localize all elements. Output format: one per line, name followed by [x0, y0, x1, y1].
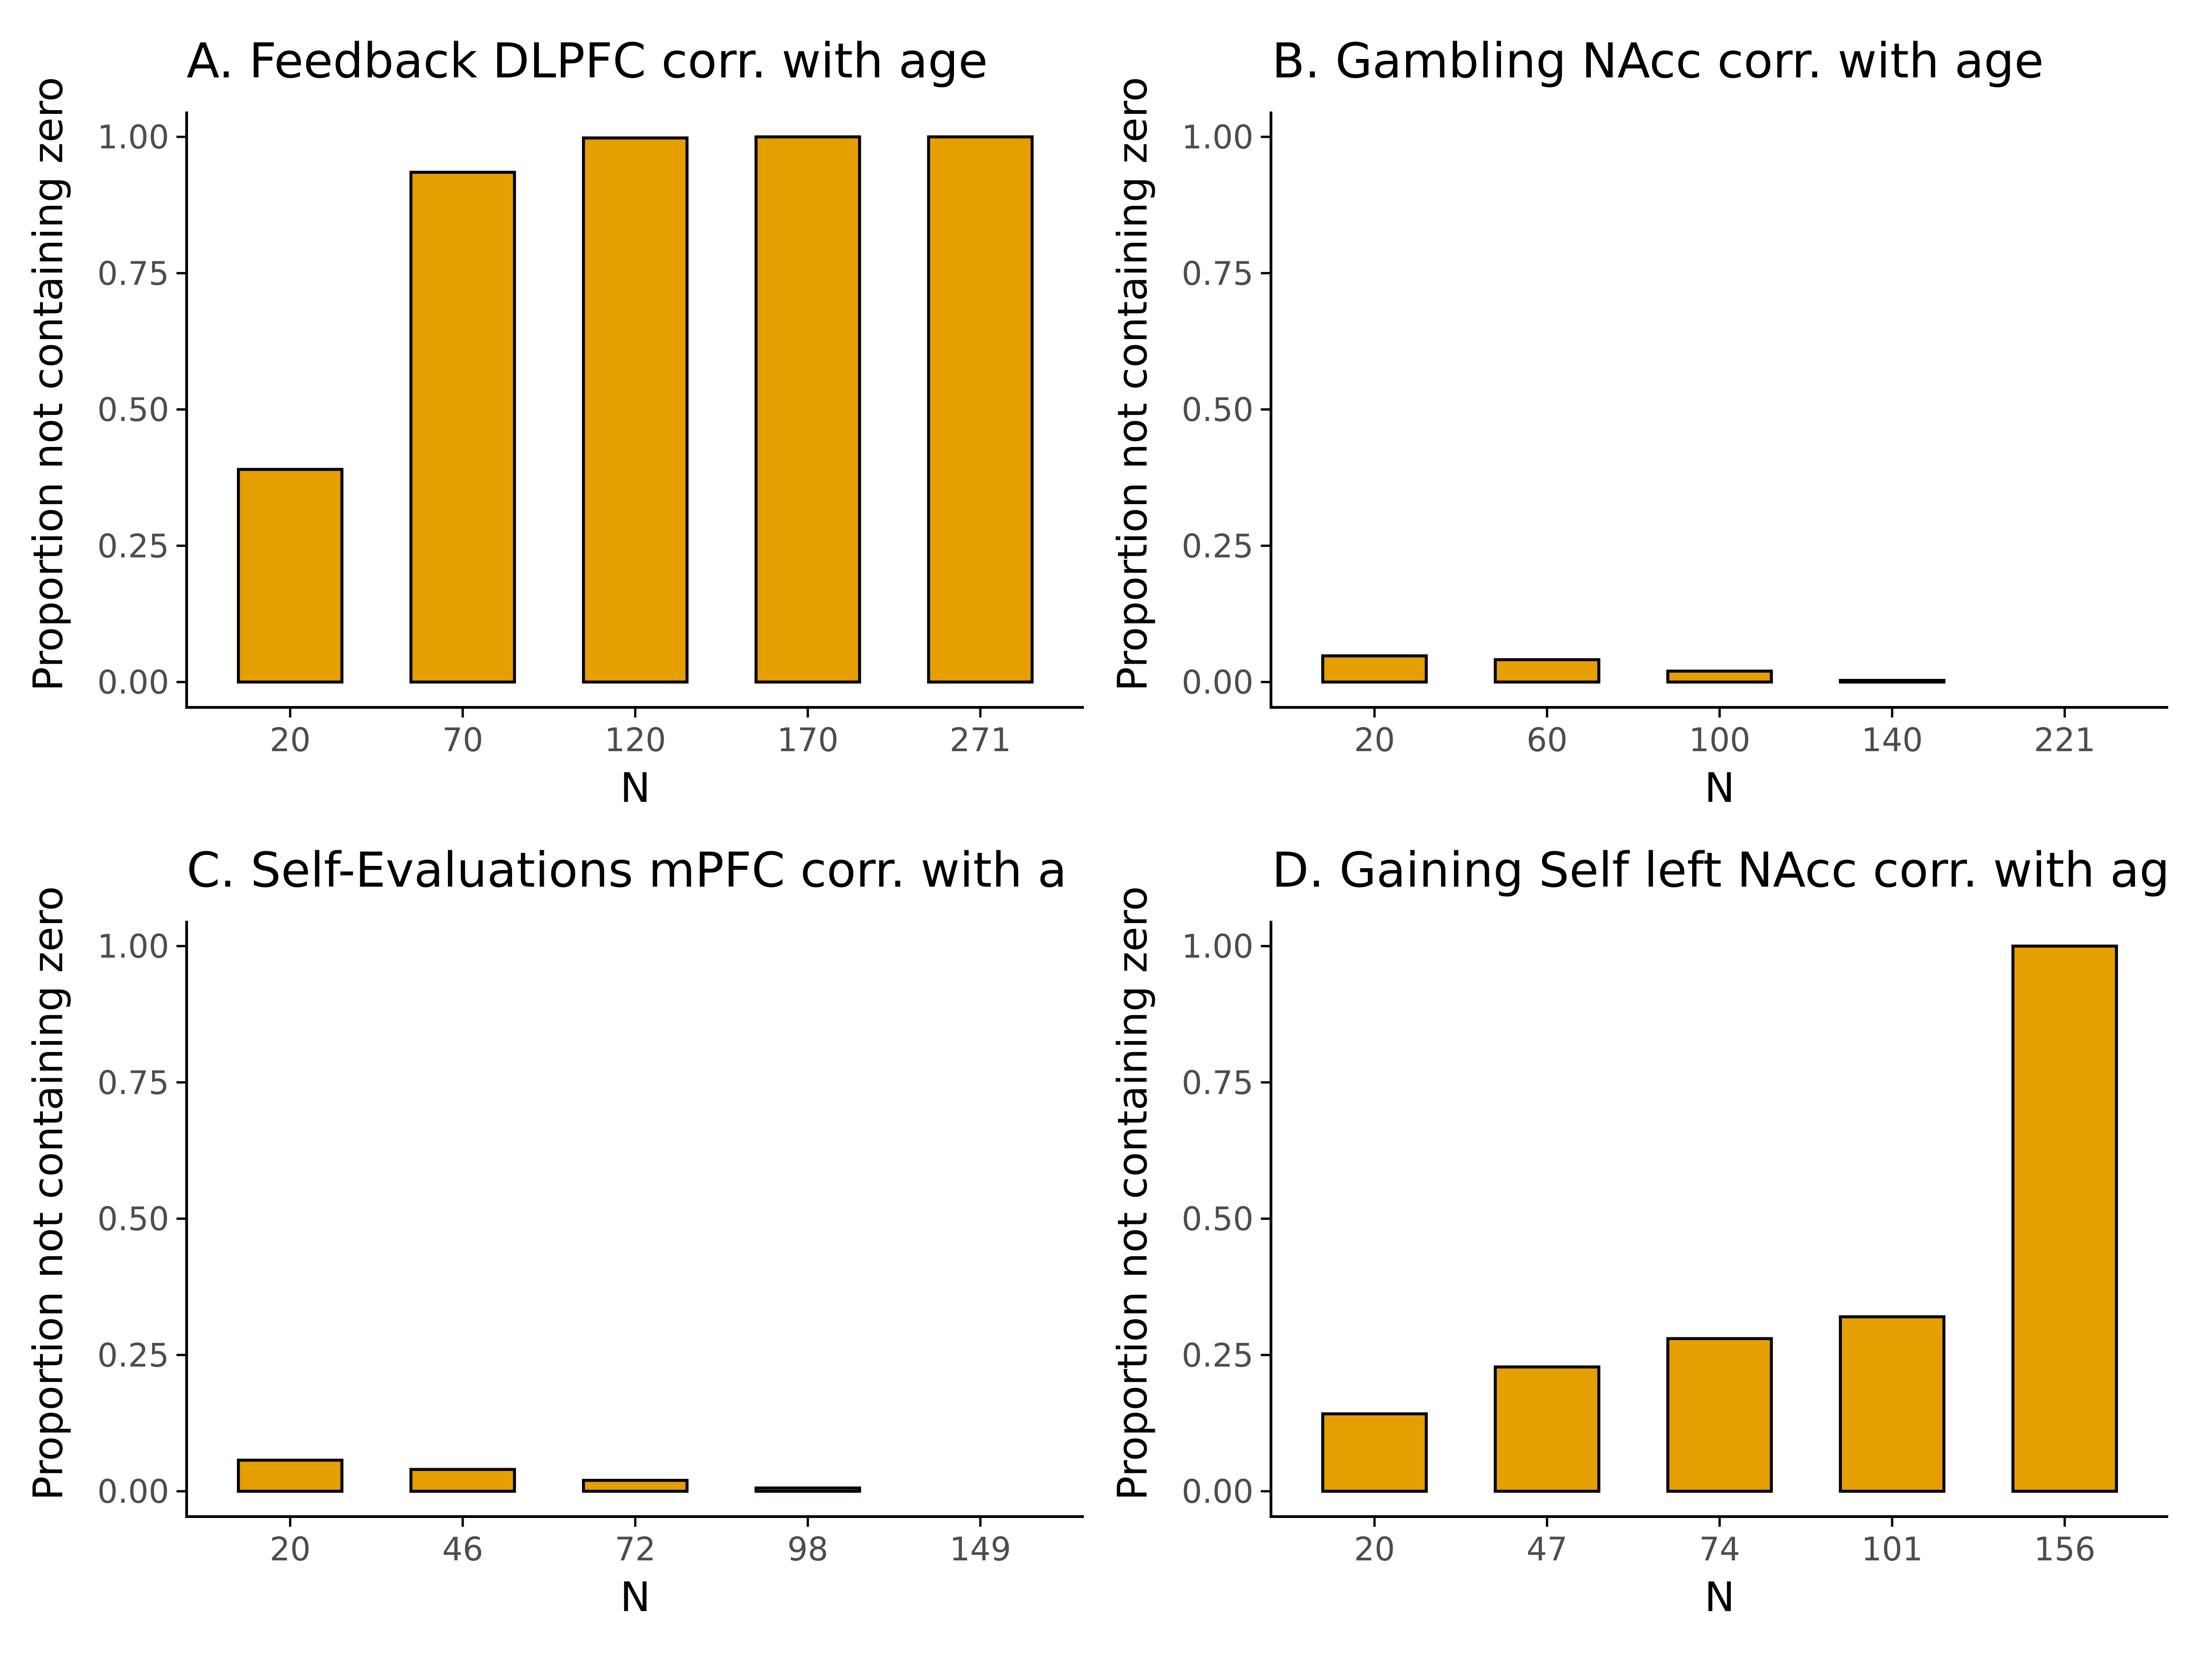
bar-140 — [1839, 679, 1946, 684]
chart-panel-3: C. Self-Evaluations mPFC corr. with a Pro… — [24, 842, 1084, 1621]
y-tick-label: 0.50 — [1182, 1200, 1253, 1238]
y-tick-label: 0.50 — [97, 1200, 169, 1238]
y-tick-label: 0.00 — [97, 664, 169, 701]
x-tick-label: 140 — [1861, 721, 1923, 759]
y-axis-label: Proportion not containing zero — [24, 886, 72, 1500]
chart-panel-1: A. Feedback DLPFC corr. with age Proporti… — [24, 33, 1084, 812]
y-tick-label: 0.25 — [97, 527, 169, 565]
bar-74 — [1666, 1337, 1773, 1493]
y-tick-label: 0.75 — [1182, 255, 1253, 293]
x-tick-label: 20 — [270, 1530, 311, 1568]
y-tick-label: 0.75 — [97, 255, 169, 293]
bar-46 — [409, 1468, 516, 1493]
bar-72 — [582, 1479, 689, 1493]
x-axis-label: N — [620, 764, 651, 812]
y-tick-label: 1.00 — [97, 928, 169, 965]
y-tick-label: 1.00 — [97, 118, 169, 156]
x-tick-label: 20 — [1354, 721, 1395, 759]
x-axis-label: N — [620, 1573, 651, 1621]
y-axis-label: Proportion not containing zero — [1109, 886, 1156, 1500]
chart-title: B. Gambling NAcc corr. with age — [1272, 33, 2044, 89]
y-axis-label: Proportion not containing zero — [1109, 77, 1156, 691]
y-tick-label: 0.00 — [97, 1473, 169, 1511]
x-tick-label: 74 — [1699, 1530, 1740, 1568]
bar-101 — [1839, 1315, 1946, 1493]
y-tick-label: 0.75 — [97, 1064, 169, 1102]
bar-20 — [237, 468, 344, 684]
x-tick-label: 101 — [1861, 1530, 1923, 1568]
x-tick-label: 149 — [950, 1530, 1012, 1568]
y-tick-label: 0.75 — [1182, 1064, 1253, 1102]
x-tick-label: 98 — [787, 1530, 828, 1568]
x-tick-label: 47 — [1527, 1530, 1568, 1568]
y-tick-label: 0.25 — [1182, 1336, 1253, 1374]
bar-156 — [2011, 944, 2118, 1493]
x-tick-label: 70 — [442, 721, 483, 759]
bar-20 — [1321, 1412, 1428, 1493]
y-tick-label: 0.50 — [1182, 391, 1253, 429]
y-tick-label: 0.25 — [97, 1336, 169, 1374]
chart-title: C. Self-Evaluations mPFC corr. with a — [187, 842, 1067, 898]
bar-271 — [927, 135, 1034, 684]
y-tick-label: 0.00 — [1182, 664, 1253, 701]
bar-20 — [237, 1459, 344, 1493]
x-axis-label: N — [1705, 764, 1735, 812]
chart-title: A. Feedback DLPFC corr. with age — [187, 33, 988, 89]
bar-120 — [582, 136, 689, 684]
y-tick-label: 1.00 — [1182, 928, 1253, 965]
bar-47 — [1494, 1365, 1600, 1493]
bar-70 — [409, 171, 516, 684]
bar-170 — [754, 135, 861, 684]
x-tick-label: 100 — [1689, 721, 1751, 759]
x-tick-label: 156 — [2034, 1530, 2096, 1568]
bar-100 — [1666, 670, 1773, 684]
chart-panel-2: B. Gambling NAcc corr. with age Proportio… — [1109, 33, 2168, 812]
x-axis-label: N — [1705, 1573, 1735, 1621]
y-tick-label: 0.50 — [97, 391, 169, 429]
x-tick-label: 60 — [1527, 721, 1568, 759]
x-tick-label: 20 — [270, 721, 311, 759]
x-tick-label: 72 — [615, 1530, 656, 1568]
x-tick-label: 170 — [777, 721, 839, 759]
x-tick-label: 46 — [442, 1530, 483, 1568]
chart-title: D. Gaining Self left NAcc corr. with ag — [1272, 842, 2170, 898]
x-tick-label: 271 — [950, 721, 1012, 759]
y-tick-label: 1.00 — [1182, 118, 1253, 156]
x-tick-label: 221 — [2034, 721, 2096, 759]
y-axis-label: Proportion not containing zero — [24, 77, 72, 691]
y-tick-label: 0.25 — [1182, 527, 1253, 565]
y-tick-label: 0.00 — [1182, 1473, 1253, 1511]
x-tick-label: 20 — [1354, 1530, 1395, 1568]
bar-20 — [1321, 654, 1428, 684]
bar-60 — [1494, 658, 1600, 684]
bar-98 — [754, 1486, 861, 1493]
chart-panel-4: D. Gaining Self left NAcc corr. with ag P… — [1109, 842, 2170, 1621]
x-tick-label: 120 — [605, 721, 666, 759]
